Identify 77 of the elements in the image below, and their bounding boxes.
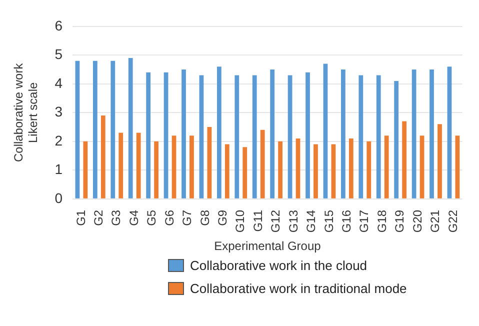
bar	[83, 141, 88, 198]
x-tick-label: G11	[250, 210, 265, 232]
bar	[430, 70, 434, 198]
x-tick-label: G15	[322, 210, 336, 233]
bar	[234, 75, 240, 198]
bar	[306, 72, 310, 198]
bar	[224, 144, 230, 198]
x-tick-label: G2	[91, 210, 106, 226]
y-axis-title: Collaborative work Likert scale	[12, 62, 40, 162]
x-tick-label: G4	[126, 210, 141, 226]
bar	[278, 141, 282, 198]
bar	[164, 72, 168, 198]
y-tick-label: 1	[54, 161, 63, 178]
bar	[154, 141, 158, 198]
x-tick-label: G9	[215, 210, 230, 226]
bar	[366, 141, 372, 198]
x-tick-label: G19	[392, 210, 407, 233]
bar	[358, 75, 364, 198]
bar	[75, 60, 80, 198]
bar	[216, 66, 222, 198]
x-tick-label: G3	[109, 210, 124, 226]
y-tick-label: 2	[54, 132, 63, 148]
x-tick-label: G14	[304, 210, 318, 233]
bar	[260, 130, 265, 198]
bar	[270, 70, 275, 198]
bar	[146, 72, 151, 198]
x-tick-label: G22	[446, 210, 460, 233]
bar	[190, 136, 194, 198]
bar	[314, 144, 318, 198]
bar	[412, 70, 416, 198]
bar	[128, 58, 133, 198]
bar	[136, 132, 141, 198]
x-tick-label: G18	[374, 210, 389, 233]
bar	[376, 75, 381, 198]
bar	[455, 136, 460, 198]
bar	[100, 116, 106, 198]
legend-label: Collaborative work in the cloud	[190, 258, 368, 273]
x-tick-label: G17	[357, 210, 372, 233]
x-tick-label: G6	[162, 210, 176, 226]
bar	[384, 136, 389, 198]
bar	[438, 124, 442, 198]
bar	[118, 132, 124, 198]
bar	[420, 136, 424, 198]
x-tick-label: G1	[74, 210, 88, 226]
y-tick-label: 0	[54, 190, 63, 206]
bar	[92, 60, 98, 198]
bar	[394, 81, 399, 198]
bar	[172, 136, 176, 198]
bar	[182, 70, 186, 198]
bar	[110, 60, 116, 198]
x-axis-title: Experimental Group	[214, 239, 322, 254]
x-tick-label: G20	[410, 210, 424, 233]
x-tick-label: G10	[233, 210, 248, 233]
x-tick-label: G12	[268, 210, 283, 233]
bar	[242, 147, 248, 198]
bar	[296, 138, 300, 198]
x-tick-label: G16	[339, 210, 354, 233]
bar	[323, 64, 328, 198]
bar	[402, 121, 406, 198]
x-tick-label: G8	[198, 210, 212, 226]
bar	[331, 144, 336, 198]
bar	[348, 138, 354, 198]
x-tick-label: G21	[428, 210, 442, 233]
y-tick-label: 5	[54, 46, 63, 62]
x-tick-label: G13	[286, 210, 300, 233]
bar	[288, 75, 292, 198]
bar	[199, 75, 204, 198]
bar	[207, 127, 212, 198]
y-tick-label: 6	[54, 17, 63, 34]
x-tick-label: G7	[180, 210, 194, 226]
y-tick-label: 4	[54, 74, 63, 91]
x-tick-label: G5	[144, 210, 159, 226]
bar	[252, 75, 257, 198]
bar	[340, 70, 346, 198]
bar	[447, 66, 452, 198]
y-tick-label: 3	[54, 104, 63, 120]
legend-label: Collaborative work in traditional mode	[190, 281, 407, 296]
